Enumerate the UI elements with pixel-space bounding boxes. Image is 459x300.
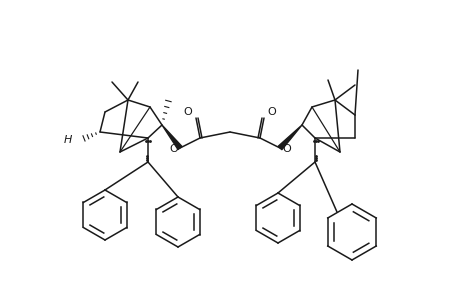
Text: O: O — [183, 107, 192, 117]
Polygon shape — [162, 125, 182, 149]
Text: O: O — [281, 144, 290, 154]
Text: O: O — [267, 107, 276, 117]
Polygon shape — [278, 125, 302, 150]
Text: O: O — [169, 144, 178, 154]
Text: H: H — [63, 135, 72, 145]
